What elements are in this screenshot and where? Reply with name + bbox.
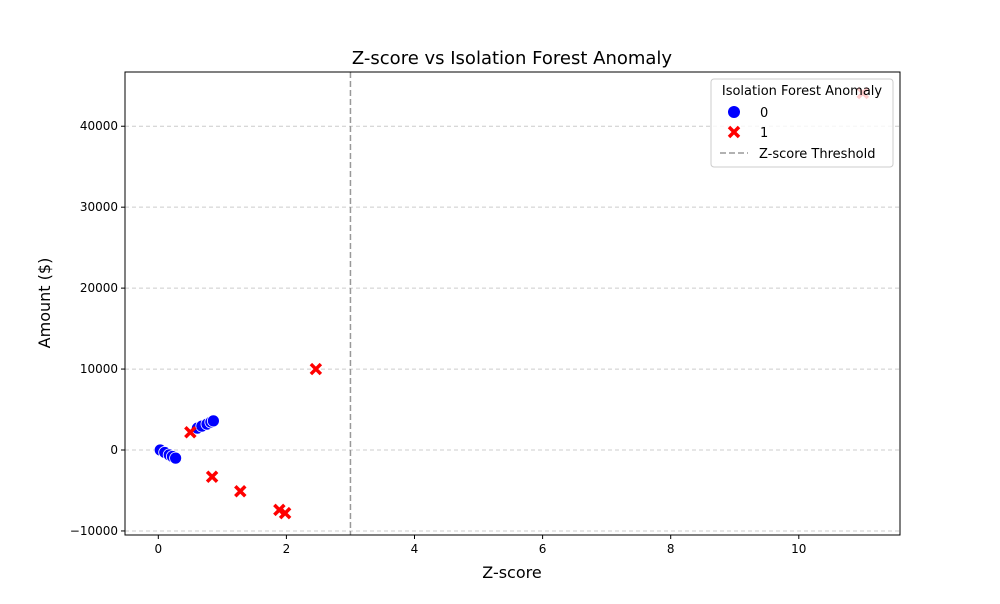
point-anomaly: [205, 470, 219, 483]
legend-label-1: 1: [760, 126, 768, 141]
point-normal: [169, 451, 182, 465]
point-anomaly: [278, 506, 292, 520]
point-normal: [206, 414, 220, 428]
legend-label-0: 0: [760, 106, 768, 121]
x-tick-label: 6: [539, 542, 547, 556]
y-tick-label: 20000: [80, 281, 118, 295]
y-axis-label: Amount ($): [35, 258, 54, 349]
point-anomaly: [184, 425, 197, 439]
x-axis-label: Z-score: [482, 563, 541, 582]
y-tick-label: 0: [110, 443, 118, 457]
legend-marker-0: [728, 106, 740, 118]
x-tick-label: 4: [411, 542, 419, 556]
legend: Isolation Forest Anomaly 0 1 Z-score Thr…: [710, 78, 894, 168]
point-anomaly: [309, 362, 323, 376]
y-tick-label: 40000: [80, 119, 118, 133]
x-tick-label: 8: [667, 542, 675, 556]
point-anomaly: [234, 485, 247, 498]
legend-label-threshold: Z-score Threshold: [759, 147, 876, 162]
y-tick-label: 30000: [80, 200, 118, 214]
legend-title: Isolation Forest Anomaly: [722, 84, 883, 99]
plot-frame: [124, 71, 901, 536]
y-tick-label: −10000: [70, 524, 118, 538]
x-tick-label: 10: [791, 542, 806, 556]
chart-title: Z-score vs Isolation Forest Anomaly: [352, 48, 673, 69]
legend-marker-1: [727, 125, 741, 139]
x-tick-label: 0: [154, 542, 162, 556]
y-tick-label: 10000: [80, 362, 118, 376]
x-tick-label: 2: [283, 542, 291, 556]
